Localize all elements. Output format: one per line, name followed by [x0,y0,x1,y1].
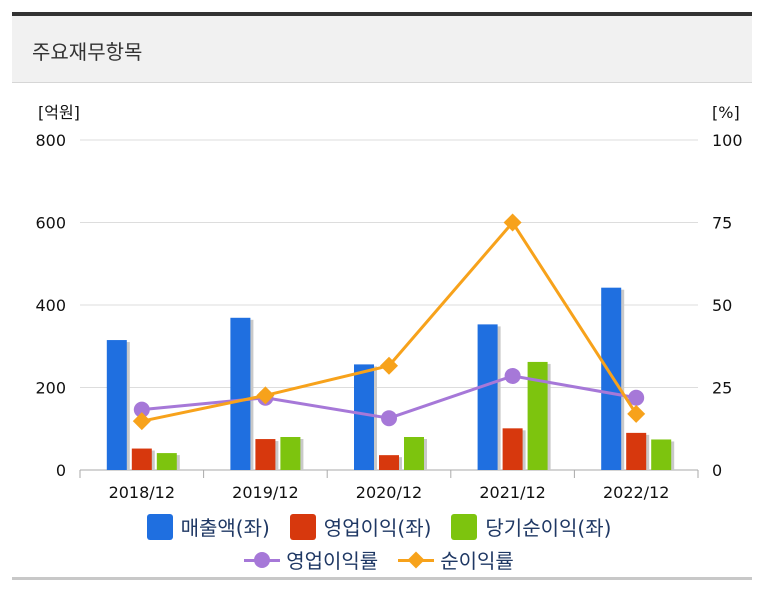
legend-marker-operating-margin [244,547,281,573]
bar [527,361,548,470]
line-point [132,412,151,431]
bar [379,455,399,470]
right-tick-label: 0 [712,461,722,480]
bar [255,439,276,470]
legend-swatch-net-income [451,513,478,540]
line-point [628,389,645,406]
x-tick-label: 2019/12 [232,483,298,502]
line-point [380,356,398,375]
line-point [627,404,646,423]
bar [230,317,251,470]
legend-label-net-margin: 순이익률 [440,549,514,573]
bottom-rule [12,577,752,580]
legend-label-revenue: 매출액(좌) [180,516,270,540]
left-tick-label: 600 [35,214,66,233]
right-unit-label: [%] [712,103,740,122]
financial-chart: 0 0 200 25 400 50 600 75 800 100 [억원] [%] 2018/12 201… [35,103,743,502]
line-point [381,410,397,427]
bar [106,340,127,470]
right-tick-label: 75 [712,214,732,233]
legend-row-bars: 매출액(좌) 영업이익(좌) 당기순이익(좌) [0,512,758,541]
line-point [133,401,150,418]
legend-swatch-revenue [146,513,173,540]
legend-label-operating-margin: 영업이익률 [286,549,379,573]
bar [626,432,647,470]
right-tick-label: 50 [712,296,732,315]
legend-label-net-income: 당기순이익(좌) [485,516,612,540]
line-point [256,386,275,405]
left-tick-label: 0 [56,461,66,480]
left-tick-label: 800 [35,131,66,150]
legend-label-operating-profit: 영업이익(좌) [323,516,432,540]
bar [502,428,523,470]
bar [601,287,622,470]
legend-swatch-operating-profit [289,513,316,540]
x-tick-label: 2020/12 [356,483,422,502]
line-point [503,213,522,232]
legend-item-revenue[interactable]: 매출액(좌) [146,512,270,541]
section-header: 주요재무항목 [12,16,752,83]
legend-row-lines: 영업이익률 순이익률 [0,545,758,574]
bar [156,453,177,470]
left-tick-label: 400 [35,296,66,315]
bar [651,439,672,470]
legend-item-operating-margin[interactable]: 영업이익률 [244,545,378,574]
top-rule [12,12,752,16]
x-tick-label: 2021/12 [479,483,545,502]
bar [131,448,152,470]
right-tick-label: 100 [712,131,743,150]
legend-marker-net-margin [398,547,435,573]
bar [477,324,498,470]
right-tick-label: 25 [712,379,732,398]
series-line [141,220,638,423]
legend-item-net-margin[interactable]: 순이익률 [398,545,514,574]
section-title: 주요재무항목 [32,40,143,64]
line-point [504,367,521,384]
bar [280,437,301,470]
bar [404,437,424,470]
legend-item-operating-profit[interactable]: 영업이익(좌) [289,512,432,541]
legend-item-net-income[interactable]: 당기순이익(좌) [451,512,611,541]
left-unit-label: [억원] [38,103,80,122]
bar [354,364,374,470]
x-tick-label: 2022/12 [603,483,669,502]
left-tick-label: 200 [35,379,66,398]
x-tick-label: 2018/12 [109,483,175,502]
